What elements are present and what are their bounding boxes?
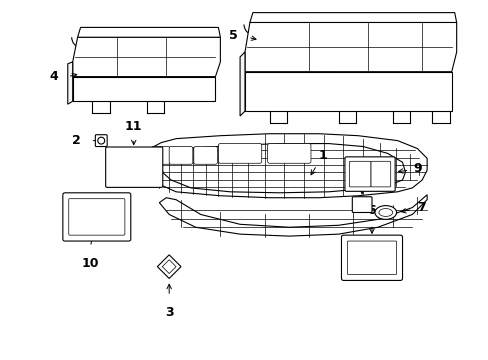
FancyBboxPatch shape [218,144,261,163]
FancyBboxPatch shape [267,144,310,163]
Polygon shape [162,260,176,274]
Polygon shape [78,27,220,37]
Ellipse shape [374,206,396,219]
FancyBboxPatch shape [346,241,396,275]
Polygon shape [161,144,405,193]
Text: 7: 7 [416,201,425,214]
FancyBboxPatch shape [95,135,107,147]
Polygon shape [73,37,220,77]
Polygon shape [244,72,451,111]
Circle shape [98,137,104,144]
FancyBboxPatch shape [351,197,371,212]
Text: 4: 4 [49,70,58,83]
Text: 5: 5 [229,29,238,42]
Polygon shape [142,134,426,198]
FancyBboxPatch shape [151,147,170,164]
Text: 8: 8 [357,170,366,183]
Polygon shape [159,195,426,236]
FancyBboxPatch shape [105,147,163,188]
Circle shape [324,68,332,76]
Text: 9: 9 [412,162,421,175]
Polygon shape [157,255,181,278]
FancyBboxPatch shape [69,199,124,235]
FancyBboxPatch shape [193,147,217,164]
Polygon shape [68,62,73,104]
FancyBboxPatch shape [341,235,402,280]
Text: 10: 10 [81,257,99,270]
Polygon shape [73,77,215,101]
Text: 2: 2 [72,134,81,147]
Ellipse shape [378,208,392,216]
FancyBboxPatch shape [370,161,390,187]
Circle shape [407,68,415,76]
Polygon shape [249,13,456,22]
FancyBboxPatch shape [169,147,192,164]
Text: 6: 6 [367,204,376,217]
Text: 11: 11 [125,120,142,133]
Text: 3: 3 [164,306,173,319]
Text: 1: 1 [318,149,327,162]
FancyBboxPatch shape [344,157,394,191]
FancyBboxPatch shape [348,161,370,187]
FancyBboxPatch shape [63,193,130,241]
Polygon shape [240,52,244,116]
Circle shape [194,58,202,66]
Polygon shape [244,22,456,72]
